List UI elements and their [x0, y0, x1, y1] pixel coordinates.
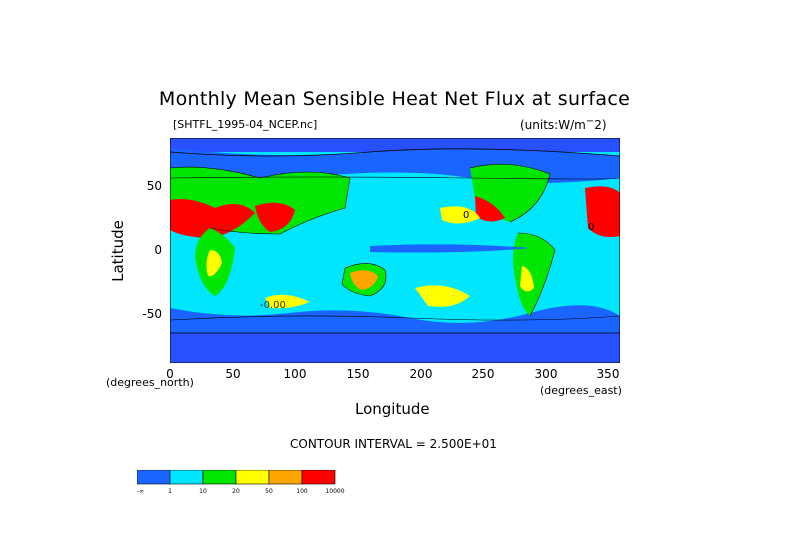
file-label: [SHTFL_1995-04_NCEP.nc]	[173, 118, 318, 131]
colorbar-label: 20	[232, 488, 240, 495]
colorbar-label: 50	[265, 488, 273, 495]
x-tick-label: 0	[166, 367, 174, 381]
south-america-warm	[520, 266, 534, 292]
contour-label: -0.00	[260, 300, 286, 311]
x-tick-label: 200	[409, 367, 433, 381]
colorbar-label: 10	[199, 488, 207, 495]
x-tick-label: 250	[471, 367, 495, 381]
x-axis-label: Longitude	[355, 400, 430, 418]
colorbar-label: -∞	[137, 488, 144, 495]
units-label: (units:W/m−2)	[520, 116, 607, 132]
colorbar-swatch	[301, 470, 336, 485]
x-tick-label: 150	[346, 367, 370, 381]
arctic-band	[170, 138, 620, 152]
africa-warm	[206, 250, 222, 277]
heat-flux-map: 0 0 -0.00	[170, 138, 620, 363]
south-america-land	[513, 233, 555, 316]
color-legend: -∞ 1 10 20 50 100 10000	[137, 470, 345, 495]
colorbar-swatch	[235, 470, 270, 485]
indian-ocean-warm	[265, 294, 310, 309]
mexico-hot	[475, 196, 505, 222]
colorbar-swatch	[169, 470, 204, 485]
contour-label: 0	[463, 210, 469, 221]
antarctic-band	[170, 333, 620, 363]
x-axis-unit-right: (degrees_east)	[540, 384, 622, 397]
atlantic-hot	[585, 186, 620, 237]
x-tick-label: 50	[225, 367, 241, 381]
southern-ocean	[170, 305, 620, 333]
colorbar-label: 1	[168, 488, 172, 495]
x-axis-unit-left: (degrees_north)	[106, 376, 194, 389]
colorbar-swatch	[268, 470, 303, 485]
colorbar-swatch	[202, 470, 237, 485]
equatorial-band	[370, 244, 530, 253]
south-pacific-warm	[415, 285, 470, 307]
colorbar-label: 100	[296, 488, 308, 495]
colorbar-swatch	[137, 470, 171, 485]
sahara-hot	[170, 199, 255, 238]
y-tick-label: 0	[154, 243, 162, 257]
x-tick-label: 300	[534, 367, 558, 381]
australia-hot	[350, 270, 378, 290]
colorbar-label: 10000	[325, 488, 344, 495]
y-tick-label: 50	[146, 179, 162, 193]
contour-interval: CONTOUR INTERVAL = 2.500E+01	[290, 437, 497, 451]
y-tick-label: -50	[142, 307, 162, 321]
pacific-warm	[440, 206, 480, 224]
x-tick-label: 100	[283, 367, 307, 381]
chart-title: Monthly Mean Sensible Heat Net Flux at s…	[158, 88, 631, 110]
arabia-hot	[255, 202, 295, 232]
x-tick-label: 350	[596, 367, 620, 381]
contour-label: 0	[588, 222, 594, 233]
y-axis-label: Latitude	[109, 220, 127, 282]
